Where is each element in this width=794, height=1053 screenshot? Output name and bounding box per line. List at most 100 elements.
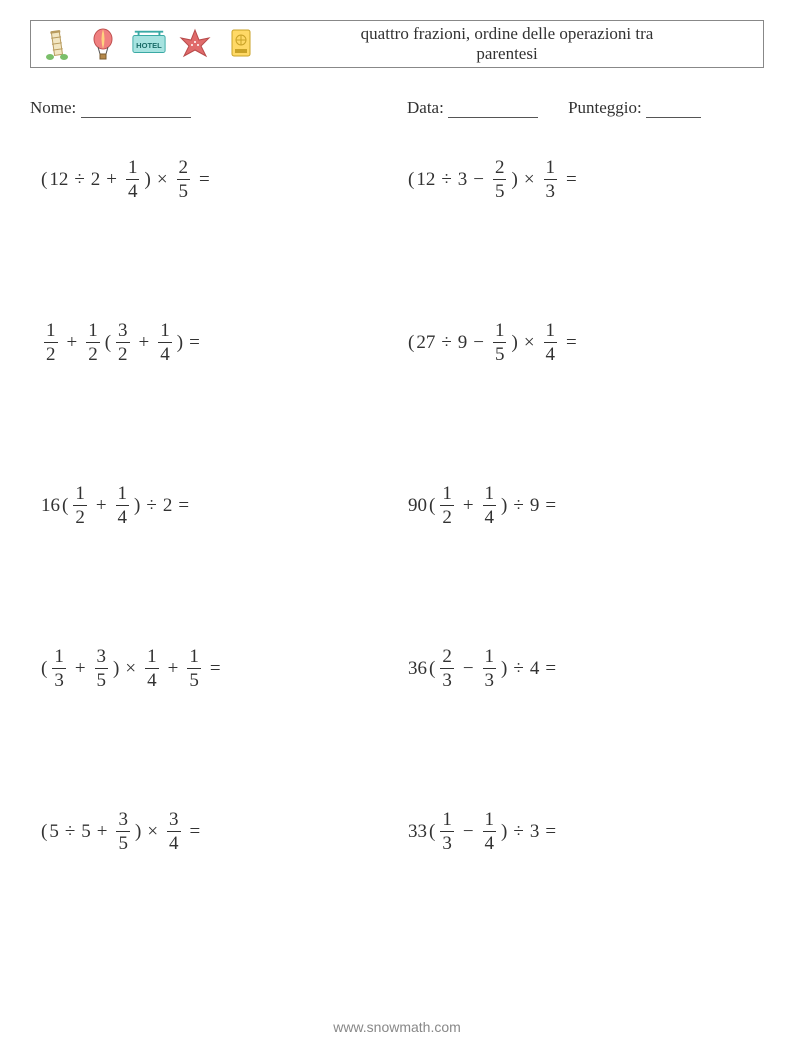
equals-sign: = xyxy=(199,169,210,191)
name-label: Nome: xyxy=(30,98,76,117)
fraction: 34 xyxy=(167,810,181,853)
denominator: 2 xyxy=(440,505,454,527)
whole-number: 36 xyxy=(408,658,427,680)
score-blank[interactable] xyxy=(646,101,701,118)
denominator: 4 xyxy=(116,505,130,527)
equals-sign: = xyxy=(190,821,201,843)
denominator: 4 xyxy=(483,505,497,527)
operator-minus: − xyxy=(463,658,474,680)
right-paren: ) xyxy=(135,821,141,843)
numerator: 2 xyxy=(493,158,507,179)
whole-number: 33 xyxy=(408,821,427,843)
fraction: 14 xyxy=(116,484,130,527)
fraction: 32 xyxy=(116,321,130,364)
fraction: 13 xyxy=(440,810,454,853)
whole-number: 12 xyxy=(49,169,68,191)
problem-5: 16(12+14)÷2= xyxy=(40,484,387,527)
fraction: 12 xyxy=(44,321,58,364)
hotel-sign-icon: HOTEL xyxy=(131,26,167,62)
date-label: Data: xyxy=(407,98,444,117)
equals-sign: = xyxy=(178,495,189,517)
fraction: 15 xyxy=(187,647,201,690)
equals-sign: = xyxy=(210,658,221,680)
left-paren: ( xyxy=(408,169,414,191)
name-blank[interactable] xyxy=(81,101,191,118)
numerator: 1 xyxy=(158,321,172,342)
problem-3: 12+12(32+14)= xyxy=(40,321,387,364)
numerator: 1 xyxy=(145,647,159,668)
name-field: Nome: xyxy=(30,98,387,118)
svg-text:HOTEL: HOTEL xyxy=(136,41,162,50)
score-field: Punteggio: xyxy=(568,98,701,118)
operator-plus: + xyxy=(139,332,150,354)
fraction: 14 xyxy=(544,321,558,364)
denominator: 2 xyxy=(44,342,58,364)
whole-number: 9 xyxy=(530,495,540,517)
passport-icon xyxy=(223,26,259,62)
operator-plus: + xyxy=(106,169,117,191)
numerator: 2 xyxy=(440,647,454,668)
fraction: 13 xyxy=(483,647,497,690)
fraction: 23 xyxy=(440,647,454,690)
operator-plus: + xyxy=(168,658,179,680)
fraction: 35 xyxy=(95,647,109,690)
right-paren: ) xyxy=(501,821,507,843)
numerator: 1 xyxy=(483,647,497,668)
whole-number: 5 xyxy=(49,821,59,843)
numerator: 2 xyxy=(177,158,191,179)
operator-div: ÷ xyxy=(513,821,523,843)
equals-sign: = xyxy=(545,821,556,843)
whole-number: 16 xyxy=(41,495,60,517)
denominator: 4 xyxy=(158,342,172,364)
left-paren: ( xyxy=(429,821,435,843)
whole-number: 3 xyxy=(530,821,540,843)
equals-sign: = xyxy=(566,332,577,354)
denominator: 4 xyxy=(126,179,140,201)
denominator: 4 xyxy=(167,831,181,853)
right-paren: ) xyxy=(511,169,517,191)
problem-9: (5÷5+35)×34= xyxy=(40,810,387,853)
problem-10: 33(13−14)÷3= xyxy=(407,810,754,853)
problem-6: 90(12+14)÷9= xyxy=(407,484,754,527)
whole-number: 4 xyxy=(530,658,540,680)
right-paren: ) xyxy=(144,169,150,191)
left-paren: ( xyxy=(62,495,68,517)
operator-plus: + xyxy=(97,821,108,843)
numerator: 1 xyxy=(73,484,87,505)
left-paren: ( xyxy=(429,495,435,517)
denominator: 3 xyxy=(440,668,454,690)
right-paren: ) xyxy=(511,332,517,354)
header-icons: HOTEL xyxy=(39,26,259,62)
left-paren: ( xyxy=(105,332,111,354)
fraction: 14 xyxy=(483,484,497,527)
denominator: 5 xyxy=(493,179,507,201)
footer-url: www.snowmath.com xyxy=(0,1019,794,1035)
left-paren: ( xyxy=(429,658,435,680)
right-paren: ) xyxy=(113,658,119,680)
denominator: 5 xyxy=(177,179,191,201)
left-paren: ( xyxy=(41,821,47,843)
denominator: 5 xyxy=(95,668,109,690)
whole-number: 90 xyxy=(408,495,427,517)
equals-sign: = xyxy=(545,495,556,517)
whole-number: 5 xyxy=(81,821,91,843)
pisa-tower-icon xyxy=(39,26,75,62)
numerator: 1 xyxy=(187,647,201,668)
numerator: 1 xyxy=(544,158,558,179)
date-blank[interactable] xyxy=(448,101,538,118)
whole-number: 2 xyxy=(163,495,173,517)
equals-sign: = xyxy=(566,169,577,191)
whole-number: 12 xyxy=(416,169,435,191)
operator-plus: + xyxy=(67,332,78,354)
fraction: 14 xyxy=(158,321,172,364)
operator-minus: − xyxy=(473,332,484,354)
score-label: Punteggio: xyxy=(568,98,642,117)
operator-times: × xyxy=(524,332,535,354)
right-paren: ) xyxy=(501,495,507,517)
operator-minus: − xyxy=(463,821,474,843)
numerator: 3 xyxy=(167,810,181,831)
fraction: 35 xyxy=(116,810,130,853)
denominator: 3 xyxy=(483,668,497,690)
numerator: 1 xyxy=(440,484,454,505)
operator-times: × xyxy=(524,169,535,191)
